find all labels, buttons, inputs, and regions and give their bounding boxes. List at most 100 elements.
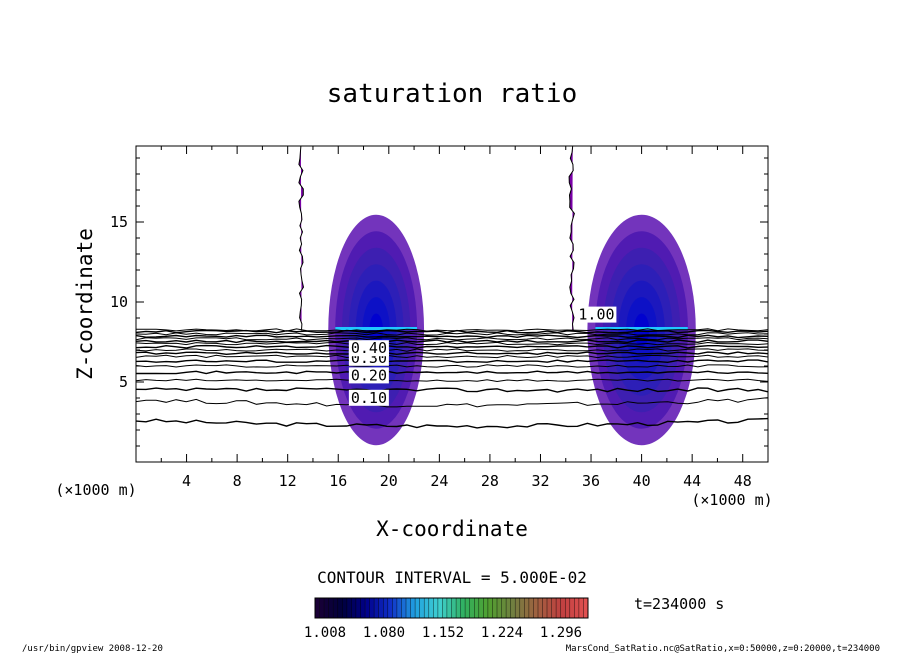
x-tick-label: 44: [683, 472, 701, 490]
footer-right: MarsCond_SatRatio.nc@SatRatio,x=0:50000,…: [566, 644, 880, 654]
colorbar-strip: [428, 598, 434, 618]
contour-line: [136, 359, 768, 364]
contour-line: [136, 378, 768, 383]
y-axis-ticks: 5 10 15: [110, 157, 768, 447]
contour-label-bg: [576, 306, 617, 323]
x-tick-label: 28: [481, 472, 499, 490]
colorbar-strip: [565, 598, 571, 618]
x-tick-label: 12: [279, 472, 297, 490]
x-tick-label: 20: [380, 472, 398, 490]
colorbar-strip: [560, 598, 566, 618]
colorbar-strip: [547, 598, 552, 618]
plume-region: [298, 146, 305, 331]
colorbar-strip: [515, 598, 520, 618]
colorbar-strip: [501, 598, 507, 618]
colorbar-strip: [378, 598, 384, 618]
x-tick-label: 40: [633, 472, 651, 490]
x-tick-label: 16: [329, 472, 347, 490]
colorbar-tick-label: 1.296: [540, 625, 582, 641]
colorbar-strip: [315, 598, 320, 618]
colorbar-strip: [542, 598, 548, 618]
colorbar-strip: [492, 598, 498, 618]
colorbar-strip: [374, 598, 379, 618]
colorbar-strip: [533, 598, 539, 618]
contour-label: 0.40: [351, 339, 387, 357]
colorbar-strip: [333, 598, 338, 618]
colorbar-strip: [556, 598, 561, 618]
colorbar-strip: [365, 598, 370, 618]
contour-label-bg: [348, 367, 389, 384]
contour-line: [136, 348, 768, 352]
colorbar-strip: [465, 598, 470, 618]
contour-label-bg: [348, 389, 389, 406]
y-tick-label: 5: [119, 373, 128, 391]
y-axis-label: Z-coordinate: [73, 228, 97, 380]
colorbar-tick-label: 1.152: [422, 625, 464, 641]
colorbar-strip: [456, 598, 461, 618]
contour-line: [136, 332, 768, 336]
plot-area: [136, 146, 768, 462]
contour-line: [136, 341, 768, 346]
contour-line: [136, 397, 768, 408]
colorbar-strip: [419, 598, 425, 618]
colorbar-tick-label: 1.224: [481, 625, 523, 641]
contour-label: 0.20: [351, 366, 387, 384]
colorbar-strip: [369, 598, 375, 618]
colorbar-frame: [314, 597, 589, 619]
colorbar-strip: [497, 598, 502, 618]
colorbar-strip: [360, 598, 366, 618]
plume-region: [568, 146, 575, 331]
colorbar-strip: [478, 598, 484, 618]
colorbar-strip: [433, 598, 439, 618]
colorbar-strip: [446, 598, 452, 618]
colorbar-strip: [401, 598, 407, 618]
contour-label-group: 0.100.200.300.401.00: [348, 306, 617, 407]
colorbar-strip: [460, 598, 466, 618]
plume-base-band: [335, 327, 418, 330]
y-tick-label: 10: [110, 293, 128, 311]
colorbar-tick-labels: 1.008 1.080 1.152 1.224 1.296: [304, 625, 582, 641]
contour-lines: [136, 328, 768, 429]
contour-line: [136, 351, 768, 356]
colorbar-strip: [392, 598, 398, 618]
contour-label: 0.10: [351, 389, 387, 407]
contour-line: [136, 339, 768, 344]
colorbar-strip: [469, 598, 475, 618]
contour-line: [136, 387, 768, 393]
contour-label-bg: [348, 340, 389, 357]
time-text: t=234000 s: [634, 595, 724, 613]
colorbar-strip: [519, 598, 525, 618]
colorbar-strip: [510, 598, 516, 618]
colorbar-strip: [569, 598, 575, 618]
colorbar-strip: [524, 598, 530, 618]
colorbar-strip: [424, 598, 429, 618]
x-tick-label: 4: [182, 472, 191, 490]
colorbar-tick-label: 1.008: [304, 625, 346, 641]
colorbar-strip: [451, 598, 457, 618]
colorbar-strip: [487, 598, 493, 618]
contour-label: 1.00: [578, 306, 614, 324]
colorbar-strip: [442, 598, 448, 618]
chart-title: saturation ratio: [327, 79, 577, 109]
colorbar-strip: [346, 598, 352, 618]
colorbar-strip: [342, 598, 348, 618]
colorbar-strip: [324, 598, 329, 618]
contour-line: [136, 417, 768, 429]
colorbar-strip: [583, 598, 589, 618]
colorbar-strip: [396, 598, 402, 618]
contour-line: [136, 370, 768, 375]
colorbar-strip: [319, 598, 325, 618]
colorbar-strip: [351, 598, 357, 618]
colorbar-strip: [410, 598, 416, 618]
x-tick-label: 48: [734, 472, 752, 490]
x-tick-label: 8: [233, 472, 242, 490]
colorbar-strip: [578, 598, 584, 618]
colorbar-strip: [574, 598, 580, 618]
contour-line: [136, 364, 768, 368]
x-axis-ticks: 4 8 12 16 20 24 28 32 36 40 44 48: [160, 146, 752, 490]
colorbar-strip: [415, 598, 420, 618]
colorbar-strip: [528, 598, 534, 618]
y-tick-label: 15: [110, 213, 128, 231]
contour-line: [136, 329, 768, 334]
